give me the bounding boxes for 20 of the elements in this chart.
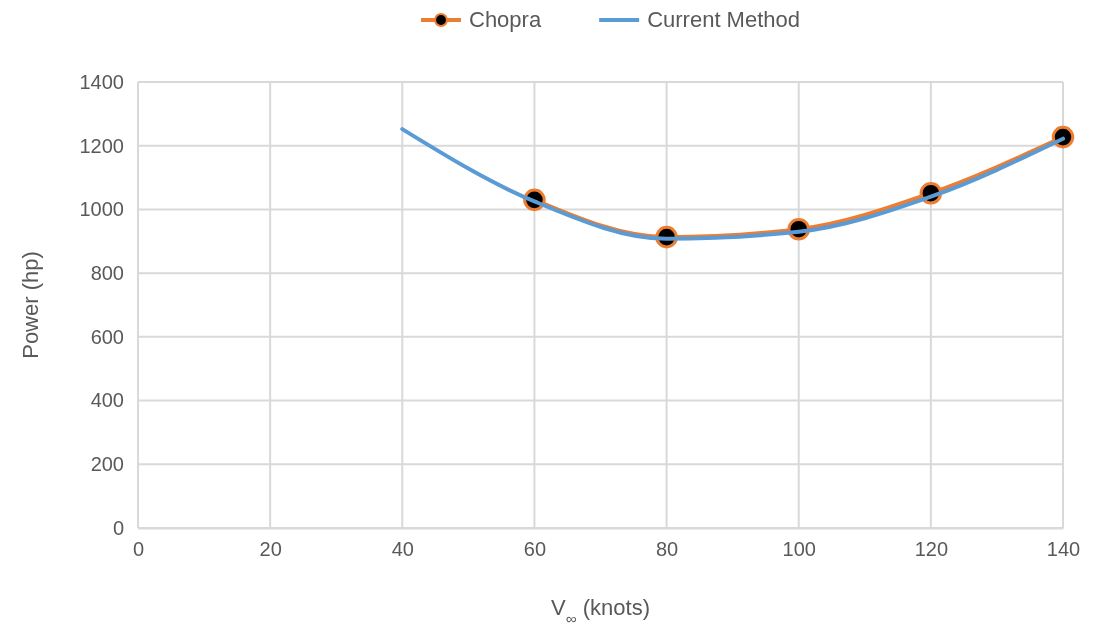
y-tick-label: 400: [90, 389, 124, 412]
y-tick-label: 200: [90, 453, 124, 476]
x-axis-title: V$_{∞}$ (knots): [550, 595, 651, 627]
x-tick-label: 100: [782, 538, 816, 561]
y-axis-title: Power (hp): [18, 251, 43, 359]
legend-label: Chopra: [468, 7, 542, 32]
x-tick-label: 140: [1046, 538, 1081, 561]
y-tick-label: 1200: [79, 134, 124, 157]
x-tick-label: 0: [132, 538, 145, 561]
y-tick-label: 800: [90, 262, 124, 285]
y-tick-label: 1400: [79, 70, 124, 93]
legend-label: Current Method: [647, 7, 801, 32]
y-tick-label: 600: [90, 325, 124, 348]
x-tick-label: 80: [655, 538, 679, 561]
x-tick-label: 20: [259, 538, 282, 561]
x-tick-label: 120: [914, 538, 949, 561]
x-tick-label: 60: [523, 538, 547, 561]
y-tick-label: 0: [112, 516, 124, 539]
y-tick-label: 1000: [79, 198, 124, 221]
x-tick-label: 40: [391, 538, 414, 561]
